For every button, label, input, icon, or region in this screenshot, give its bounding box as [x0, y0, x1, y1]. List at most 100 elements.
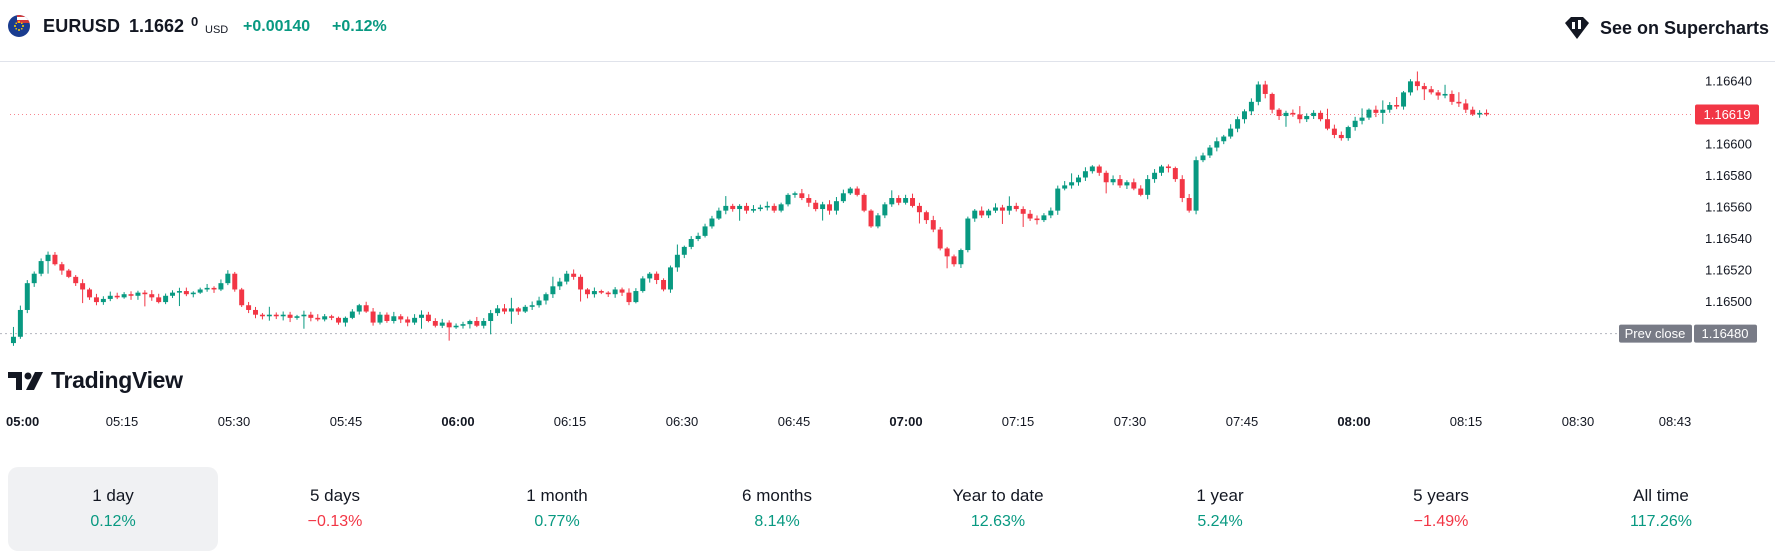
period-label: 5 years [1413, 486, 1469, 505]
candle-body [1117, 179, 1123, 186]
candle-body [972, 210, 978, 219]
candle-body [1345, 127, 1351, 139]
y-axis-tick-label: 1.16540 [1705, 231, 1752, 246]
candle-body [1414, 81, 1420, 87]
candle-body [785, 194, 791, 205]
candle-body [993, 207, 999, 211]
candle-body [315, 317, 321, 320]
candle-body [1152, 172, 1158, 180]
see-on-supercharts-button[interactable]: See on Supercharts [1562, 12, 1769, 44]
x-axis-tick-label: 08:43 [1659, 414, 1692, 429]
candle-body [633, 291, 639, 303]
candle-body [218, 283, 224, 290]
candle-body [1041, 215, 1047, 221]
candle-body [1318, 112, 1324, 120]
candle-body [833, 201, 839, 211]
candle-body [716, 210, 722, 219]
period-label: 1 month [526, 486, 588, 505]
candle-body [495, 308, 501, 314]
candle-body [1193, 160, 1199, 211]
candle-body [1407, 81, 1413, 93]
performance-periods: 1 day 0.12% 5 days −0.13% 1 month 0.77% … [0, 467, 1775, 551]
candle-body [1366, 109, 1372, 118]
period-1-day[interactable]: 1 day 0.12% [8, 467, 218, 551]
candle-body [17, 309, 23, 337]
x-axis-tick-label: 08:30 [1562, 414, 1595, 429]
period-5-days[interactable]: 5 days −0.13% [230, 467, 440, 551]
candle-body [965, 218, 971, 251]
candle-body [1311, 112, 1317, 117]
candle-body [1435, 92, 1441, 96]
period-value: 12.63% [970, 513, 1026, 530]
candle-body [619, 289, 625, 293]
candle-body [1394, 104, 1400, 107]
candle-body [1096, 166, 1102, 173]
tradingview-logo: TradingView [8, 367, 183, 394]
candle-body [571, 273, 577, 277]
candle-body [1324, 119, 1330, 129]
period-value: 5.24% [1197, 513, 1243, 530]
candle-body [1248, 101, 1254, 112]
period-5-years[interactable]: 5 years −1.49% [1336, 467, 1546, 551]
candle-body [419, 314, 424, 318]
candle-body [1082, 171, 1088, 178]
candle-body [1221, 136, 1227, 142]
candle-body [723, 205, 729, 211]
candle-body [1131, 182, 1137, 189]
candle-body [398, 316, 404, 320]
candle-body [792, 193, 798, 195]
candle-body [1124, 182, 1130, 186]
candle-body [363, 305, 369, 312]
candle-body [557, 281, 563, 287]
x-axis-tick-label: 06:30 [666, 414, 699, 429]
x-axis-tick-label: 05:00 [6, 414, 39, 429]
candle-body [370, 311, 376, 323]
eu-us-flag-icon [8, 15, 30, 37]
candle-body [1380, 109, 1386, 113]
candle-body [453, 325, 459, 328]
candle-body [142, 292, 148, 295]
candle-body [1027, 213, 1033, 219]
period-label: 1 day [92, 486, 134, 505]
candle-body [176, 291, 182, 293]
period-1-year[interactable]: 1 year 5.24% [1115, 467, 1325, 551]
candle-body [38, 261, 44, 274]
price-chart[interactable]: 1.16640 1.16600 1.16580 1.16560 1.16540 1.165… [0, 62, 1775, 457]
candle-body [93, 297, 99, 303]
candle-body [654, 273, 660, 281]
candle-body [1241, 111, 1247, 120]
x-axis-tick-label: 07:30 [1114, 414, 1147, 429]
candle-body [875, 215, 881, 227]
symbol-header: EURUSD 1.1662 0 USD +0.00140 +0.12% See … [0, 0, 1775, 62]
last-price: 1.1662 [129, 16, 185, 36]
candle-body [273, 314, 279, 317]
period-label: 1 year [1196, 486, 1244, 505]
candle-body [903, 198, 909, 203]
period-value: −0.13% [307, 513, 363, 530]
candle-body [467, 321, 473, 325]
candle-body [813, 202, 819, 210]
period-1-month[interactable]: 1 month 0.77% [452, 467, 662, 551]
period-all-time[interactable]: All time 117.26% [1556, 467, 1766, 551]
candle-body [840, 193, 846, 202]
candle-body [356, 305, 362, 312]
candle-body [287, 314, 293, 318]
candle-body [190, 292, 196, 295]
candle-body [52, 254, 58, 265]
prev-close-value-label: 1.16480 [1702, 326, 1749, 341]
period-value: −1.49% [1413, 513, 1469, 530]
candle-body [702, 226, 708, 236]
candle-body [1331, 128, 1337, 135]
period-6-months[interactable]: 6 months 8.14% [672, 467, 882, 551]
candle-body [799, 193, 805, 199]
candle-body [1449, 93, 1455, 102]
period-label: 5 days [309, 486, 361, 505]
candle-body [31, 273, 37, 284]
candle-body [391, 316, 397, 322]
period-year-to-date[interactable]: Year to date 12.63% [893, 467, 1103, 551]
candle-body [688, 239, 694, 247]
candle-body [1089, 166, 1095, 172]
candle-body [999, 207, 1005, 211]
candle-body [197, 289, 203, 293]
candle-body [626, 292, 632, 303]
